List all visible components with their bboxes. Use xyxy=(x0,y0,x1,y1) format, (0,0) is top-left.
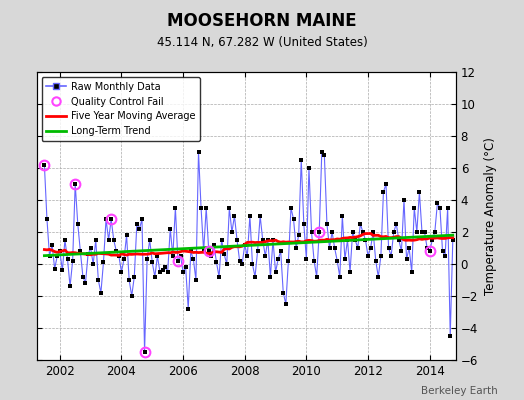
Y-axis label: Temperature Anomaly (°C): Temperature Anomaly (°C) xyxy=(484,137,497,295)
Text: MOOSEHORN MAINE: MOOSEHORN MAINE xyxy=(167,12,357,30)
Text: Berkeley Earth: Berkeley Earth xyxy=(421,386,498,396)
Text: 45.114 N, 67.282 W (United States): 45.114 N, 67.282 W (United States) xyxy=(157,36,367,49)
Legend: Raw Monthly Data, Quality Control Fail, Five Year Moving Average, Long-Term Tren: Raw Monthly Data, Quality Control Fail, … xyxy=(41,77,200,141)
